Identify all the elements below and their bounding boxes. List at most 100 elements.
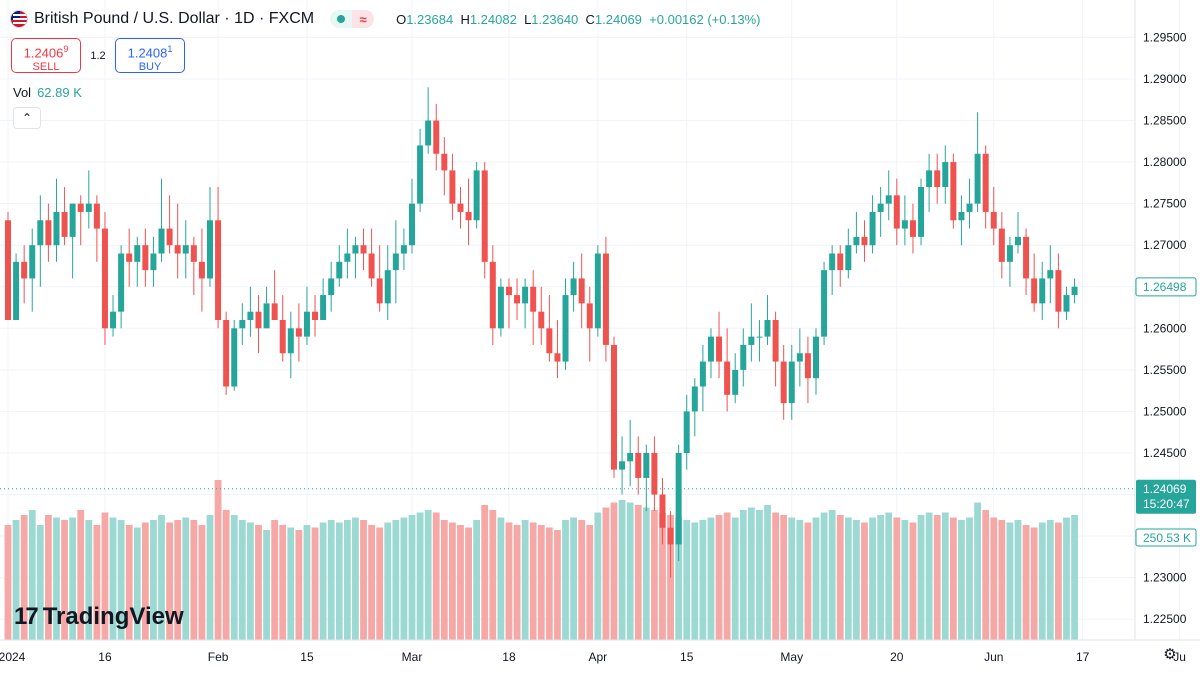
symbol-title[interactable]: British Pound / U.S. Dollar · 1D · FXCM [34, 10, 315, 27]
volume-bar [683, 520, 691, 640]
volume-bar [109, 517, 117, 640]
volume-bar [513, 525, 521, 640]
volume-bar [578, 520, 586, 640]
candle-body [958, 211, 965, 221]
candle-body [85, 203, 92, 212]
candle-body [489, 261, 496, 329]
candle-body [546, 328, 553, 354]
candle-body [279, 320, 286, 354]
candle-body [150, 253, 157, 271]
volume-bar [101, 512, 109, 640]
candle-body [918, 187, 925, 237]
price-tick-label: 1.27500 [1143, 197, 1187, 211]
alt-price-box [1135, 277, 1197, 297]
candle-body [441, 153, 448, 171]
buy-button[interactable]: 1.24081 BUY [115, 38, 185, 73]
candle-body [926, 170, 933, 188]
candle-body [303, 311, 310, 337]
volume-bar [893, 517, 901, 640]
market-status[interactable]: ≈ [330, 10, 375, 28]
candle-body [659, 494, 666, 528]
time-tick-label: 18 [502, 650, 516, 664]
candle-body [29, 245, 36, 279]
candle-body [772, 320, 779, 362]
volume-bar [352, 517, 359, 640]
volume-bar [739, 510, 747, 640]
volume-bar [869, 517, 876, 640]
volume-bar [279, 525, 287, 640]
candle-body [788, 361, 795, 404]
volume-bar [562, 520, 569, 640]
candle-body [457, 203, 464, 212]
volume-bar [828, 510, 836, 640]
candle-body [409, 203, 415, 246]
candle-body [295, 328, 302, 337]
sell-label: SELL [32, 61, 60, 74]
candle-body [845, 245, 852, 271]
volume-bar [85, 520, 93, 640]
volume-bar [287, 527, 295, 640]
buy-label: BUY [138, 61, 162, 74]
time-tick-label: 16 [98, 650, 112, 664]
candle-body [853, 236, 860, 246]
volume-bar [141, 522, 149, 640]
candle-body [328, 278, 335, 296]
settings-gear-icon[interactable]: ⚙ [1163, 646, 1177, 663]
candle-body [134, 245, 141, 262]
candle-body [627, 452, 634, 462]
volume-bar [457, 525, 464, 640]
buy-price-pip: 1 [167, 44, 173, 54]
price-axis[interactable]: 1.29500 1.29000 1.28500 1.28000 1.27500 1.270… [1134, 0, 1197, 640]
candle-body [829, 253, 836, 271]
volume-bar [20, 515, 28, 640]
volume-bar [150, 520, 157, 640]
volume-bar [747, 507, 755, 640]
candle-body [53, 211, 60, 246]
candle-body [877, 203, 884, 212]
candle-body [223, 320, 230, 387]
volume-bar [675, 517, 683, 640]
volume-bar [844, 517, 852, 640]
candle-body [497, 286, 504, 329]
time-tick-label: Feb [208, 650, 229, 664]
candle-body [974, 153, 981, 204]
candle-body [417, 145, 424, 204]
volume-bar [917, 515, 925, 640]
candle-body [699, 361, 706, 387]
candle-body [602, 253, 609, 345]
candle-body [182, 245, 189, 254]
volume-bar [1046, 520, 1054, 640]
candle-body [934, 170, 941, 188]
volume-bar [974, 502, 981, 640]
candle-body [166, 228, 173, 246]
chevron-up-icon: ⌃ [21, 111, 33, 125]
price-tick-label: 1.27000 [1143, 238, 1187, 252]
market-open-dot-icon [330, 10, 353, 28]
volume-bar [634, 505, 642, 640]
volume-legend[interactable]: Vol 62.89 K [13, 85, 82, 100]
candle-body [255, 311, 262, 329]
sell-button[interactable]: 1.24069 SELL [11, 38, 81, 73]
volume-bar [77, 510, 85, 640]
volume-bar [1022, 525, 1030, 640]
candle-body [433, 120, 440, 154]
candle-body [707, 336, 714, 362]
time-axis[interactable]: 2024 16 Feb 15 Mar 18 Apr 15 May 20 Jun 17 Ju [0, 639, 1200, 664]
volume-bar [214, 480, 222, 640]
price-tick-label: 1.28000 [1143, 155, 1187, 169]
candle-body [1023, 236, 1030, 279]
candle-body [813, 336, 819, 379]
volume-bar [416, 512, 424, 640]
candle-body [861, 236, 868, 246]
collapse-legend-button[interactable]: ⌃ [13, 107, 41, 129]
candle-body [1047, 270, 1054, 279]
volume-bar [1030, 527, 1038, 640]
candle-body [740, 344, 747, 370]
volume-bar [756, 510, 763, 640]
candle-body [522, 286, 529, 304]
tradingview-logo[interactable]: 17 TradingView [14, 603, 184, 631]
spread-value: 1.2 [90, 49, 106, 62]
volume-bar [28, 510, 36, 640]
candle-body [1055, 270, 1062, 312]
